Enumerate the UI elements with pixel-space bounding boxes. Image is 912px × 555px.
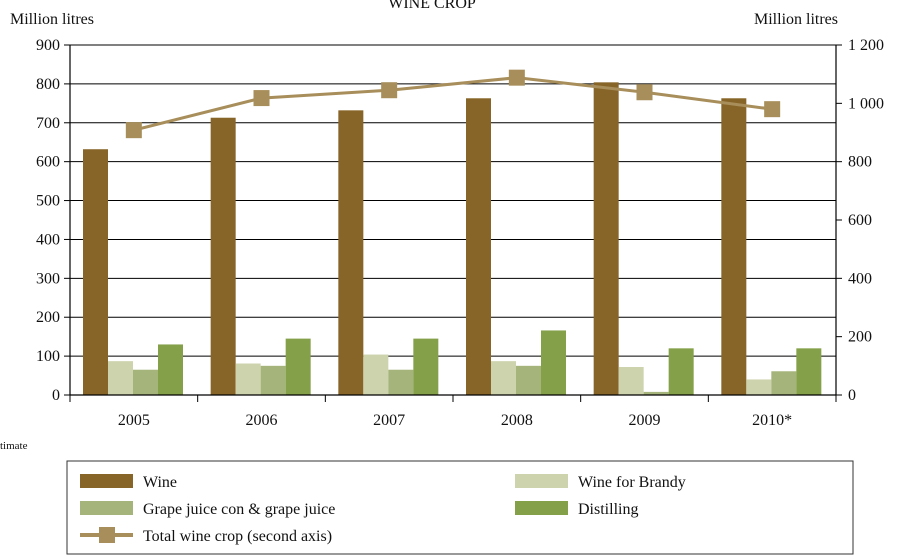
category-label: 2008: [501, 412, 533, 429]
total-line-group: [125, 69, 781, 139]
bar-distilling: [413, 338, 439, 395]
legend-box: [66, 460, 854, 555]
legend-label-wine: Wine: [143, 474, 177, 491]
legend-label-wine-for-brandy: Wine for Brandy: [578, 474, 686, 491]
category-label: 2010*: [752, 412, 792, 429]
total-wine-crop-marker: [764, 101, 781, 118]
right-tick-label: 400: [848, 270, 872, 287]
bar-wine: [466, 98, 491, 396]
bar-grape-juice-con-grape-juice: [133, 369, 158, 395]
right-tick-labels: 0 200 400 600 800 1 000 1 200: [848, 37, 884, 404]
bar-wine-for-brandy: [235, 363, 261, 395]
left-tick-label: 200: [36, 309, 60, 326]
left-tick-label: 700: [36, 115, 60, 132]
bar-wine-for-brandy: [108, 361, 133, 395]
legend-swatch-distilling: [515, 501, 568, 515]
right-axis-unit: Million litres: [754, 11, 838, 28]
bar-distilling: [285, 338, 311, 395]
bar-grape-juice-con-grape-juice: [516, 365, 541, 395]
right-tick-label: 0: [848, 387, 856, 404]
bar-distilling: [541, 330, 566, 395]
legend-swatch-wine: [80, 474, 133, 488]
category-label: 2009: [629, 412, 661, 429]
bar-wine-for-brandy: [746, 379, 772, 395]
bar-wine-for-brandy: [363, 354, 389, 395]
left-tick-label: 800: [36, 76, 60, 93]
bar-wine: [210, 117, 236, 395]
bar-grape-juice-con-grape-juice: [771, 371, 797, 395]
legend: Wine Wine for Brandy Grape juice con & gra…: [66, 460, 854, 555]
legend-marker-total-wine-crop-second-axis-: [99, 527, 115, 543]
right-tick-label: 800: [848, 154, 872, 171]
left-tick-label: 0: [52, 387, 60, 404]
bar-wine-for-brandy: [618, 367, 644, 395]
category-label: 2007: [373, 412, 405, 429]
left-axis-unit: Million litres: [10, 11, 94, 28]
footnote: timate: [0, 440, 28, 452]
total-wine-crop-marker: [381, 82, 398, 99]
right-tick-label: 1 000: [848, 95, 884, 112]
legend-label-total-wine-crop-second-axis-: Total wine crop (second axis): [143, 528, 332, 545]
axes: [64, 44, 842, 402]
right-tick-label: 1 200: [848, 37, 884, 54]
legend-label-grape-juice-con-grape-juice: Grape juice con & grape juice: [143, 501, 335, 518]
gridlines: [70, 44, 836, 357]
left-tick-label: 600: [36, 154, 60, 171]
bar-grape-juice-con-grape-juice: [388, 369, 414, 395]
left-tick-labels: 0 100 200 300 400 500 600 700 800 900: [36, 37, 60, 404]
total-wine-crop-marker: [508, 69, 525, 86]
right-tick-label: 600: [848, 212, 872, 229]
category-tick-labels: 2005 2006 2007 2008 2009 2010*: [118, 412, 792, 429]
legend-swatch-wine-for-brandy: [515, 474, 568, 488]
bar-wine: [593, 82, 619, 395]
bar-grape-juice-con-grape-juice: [260, 365, 286, 395]
total-wine-crop-marker: [125, 122, 142, 139]
bar-wine: [721, 98, 747, 396]
total-wine-crop-marker: [253, 90, 270, 107]
bar-distilling: [796, 348, 822, 395]
left-tick-label: 300: [36, 270, 60, 287]
right-tick-label: 200: [848, 329, 872, 346]
bar-grape-juice-con-grape-juice: [643, 391, 669, 395]
total-wine-crop-marker: [636, 84, 653, 101]
bar-wine: [338, 110, 364, 395]
chart-title: WINE CROP: [388, 0, 476, 12]
category-label: 2005: [118, 412, 150, 429]
category-label: 2006: [246, 412, 278, 429]
legend-swatch-grape-juice-con-grape-juice: [80, 501, 133, 515]
left-tick-label: 500: [36, 193, 60, 210]
total-wine-crop-line: [133, 76, 773, 132]
bar-group: [83, 82, 822, 396]
bar-distilling: [158, 344, 183, 395]
bar-wine: [83, 149, 108, 395]
bar-distilling: [668, 348, 694, 395]
bar-wine-for-brandy: [491, 361, 516, 395]
left-tick-label: 100: [36, 348, 60, 365]
left-tick-label: 900: [36, 37, 60, 54]
legend-label-distilling: Distilling: [578, 501, 638, 518]
left-tick-label: 400: [36, 231, 60, 248]
